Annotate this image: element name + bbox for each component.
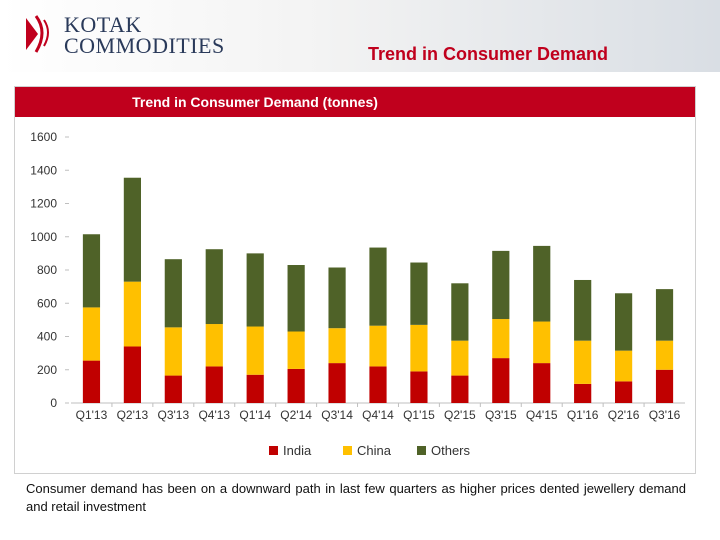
bar-china: [328, 328, 346, 364]
legend-label-china: China: [357, 443, 392, 458]
bar-india: [246, 374, 264, 403]
legend-swatch-others: [417, 446, 426, 455]
bar-india: [574, 383, 592, 403]
bar-india: [205, 366, 223, 403]
x-tick-label: Q1'13: [76, 408, 108, 422]
y-tick-label: 1000: [30, 230, 57, 244]
bar-others: [205, 249, 223, 325]
bar-india: [655, 369, 674, 403]
bar-china: [164, 327, 182, 376]
chart-title-bar: [15, 87, 695, 117]
y-tick-label: 1400: [30, 163, 57, 177]
bar-others: [328, 267, 346, 329]
bar-india: [123, 346, 141, 403]
bar-china: [369, 325, 387, 367]
bar-india: [328, 363, 346, 403]
x-tick-label: Q4'13: [198, 408, 230, 422]
bar-india: [164, 375, 182, 403]
y-tick-label: 400: [37, 330, 57, 344]
y-tick-label: 1600: [30, 130, 57, 144]
bar-others: [123, 177, 141, 282]
chart-frame: Trend in Consumer Demand (tonnes) 0 200 40…: [14, 86, 696, 474]
bar-others: [615, 293, 633, 351]
legend-swatch-india: [269, 446, 278, 455]
bar-india: [82, 360, 101, 403]
legend-swatch-china: [343, 446, 352, 455]
x-tick-label: Q3'14: [321, 408, 353, 422]
bar-china: [615, 350, 633, 382]
logo-emblem-icon: [26, 15, 49, 53]
kotak-logo: KOTAK COMMODITIES: [22, 12, 252, 58]
x-tick-label: Q3'15: [485, 408, 517, 422]
x-tick-label: Q4'14: [362, 408, 394, 422]
bar-india: [533, 363, 551, 403]
legend-label-india: India: [283, 443, 312, 458]
y-tick-label: 800: [37, 263, 57, 277]
bar-others: [287, 265, 305, 332]
y-tick-label: 200: [37, 363, 57, 377]
bar-india: [287, 368, 305, 403]
x-tick-label: Q2'13: [117, 408, 149, 422]
y-tick-label: 0: [50, 396, 57, 410]
caption-text: Consumer demand has been on a downward p…: [26, 481, 686, 514]
x-tick-label: Q4'15: [526, 408, 558, 422]
x-tick-label: Q1'14: [239, 408, 271, 422]
bar-others: [410, 262, 428, 325]
bar-others: [369, 247, 387, 326]
bar-others: [574, 279, 592, 341]
bar-china: [123, 281, 141, 347]
bar-india: [492, 358, 510, 403]
bar-india: [615, 381, 633, 403]
bar-china: [533, 321, 551, 364]
chart-title: Trend in Consumer Demand (tonnes): [132, 94, 378, 110]
bar-china: [574, 340, 592, 384]
bar-others: [164, 259, 182, 328]
bar-others: [451, 283, 469, 341]
bar-india: [410, 371, 428, 403]
bar-others: [246, 253, 264, 327]
bar-others: [533, 245, 551, 322]
bar-china: [287, 331, 305, 369]
legend-label-others: Others: [431, 443, 471, 458]
bar-china: [655, 340, 674, 370]
bar-india: [369, 366, 387, 403]
bar-china: [205, 324, 223, 367]
bar-china: [492, 319, 510, 359]
bar-others: [82, 234, 101, 308]
bar-others: [492, 250, 510, 320]
x-tick-label: Q2'15: [444, 408, 476, 422]
x-tick-label: Q3'16: [649, 408, 681, 422]
bar-china: [246, 326, 264, 375]
x-tick-label: Q1'15: [403, 408, 435, 422]
logo-line-2: COMMODITIES: [64, 33, 225, 58]
logo-line-1: KOTAK: [64, 12, 142, 37]
y-tick-label: 600: [37, 296, 57, 310]
bar-china: [82, 307, 101, 361]
page-title: Trend in Consumer Demand: [367, 44, 608, 64]
x-tick-label: Q2'16: [608, 408, 640, 422]
bar-china: [410, 324, 428, 372]
x-tick-label: Q3'13: [158, 408, 190, 422]
stacked-bar-chart: Trend in Consumer Demand (tonnes) 0 200 40…: [15, 87, 695, 458]
header-band: [0, 0, 720, 72]
bar-china: [451, 340, 469, 376]
x-tick-label: Q2'14: [280, 408, 312, 422]
bar-others: [655, 289, 674, 341]
bar-india: [451, 375, 469, 403]
y-tick-label: 1200: [30, 197, 57, 211]
x-tick-label: Q1'16: [567, 408, 599, 422]
logo-text: KOTAK COMMODITIES: [64, 12, 225, 58]
